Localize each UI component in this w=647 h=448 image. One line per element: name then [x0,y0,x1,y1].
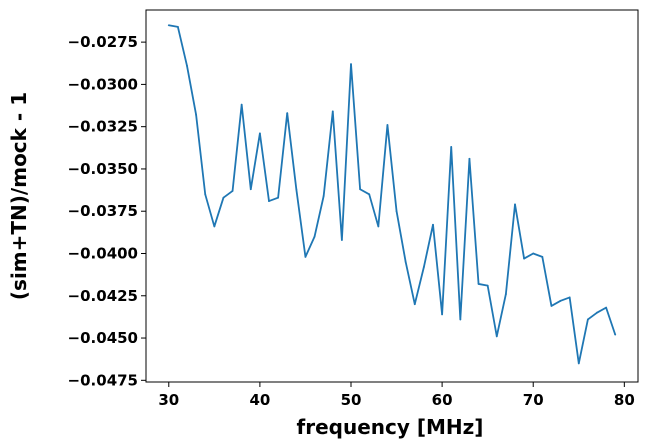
y-tick-label: −0.0425 [68,287,138,305]
y-tick-label: −0.0275 [68,33,138,51]
data-point [422,266,425,268]
data-point [614,333,617,336]
data-point [532,252,535,255]
y-tick-label: −0.0350 [68,160,138,178]
series-layer [167,24,617,365]
data-point [486,284,489,287]
data-point [450,146,453,148]
data-point [577,362,580,365]
data-point [249,188,252,191]
data-point [514,203,516,206]
x-tick-label: 80 [614,391,635,409]
data-point [386,124,389,126]
y-axis-title: (sim+TN)/mock - 1 [7,92,31,300]
x-axis-ticks: 30 40 50 60 70 80 [158,382,635,409]
data-point [495,335,498,338]
data-point [413,303,416,306]
data-point [441,313,444,316]
data-point [186,64,188,67]
y-tick-label: −0.0300 [68,75,138,93]
data-point [459,318,462,321]
data-point [523,257,526,260]
x-tick-label: 30 [158,391,179,409]
data-point [541,255,544,258]
data-point [568,296,571,299]
x-tick-label: 60 [432,391,453,409]
x-tick-label: 40 [249,391,270,409]
data-point [258,132,261,135]
x-axis-title: frequency [MHz] [297,415,484,439]
y-tick-label: −0.0400 [68,244,138,262]
data-point [176,26,179,28]
data-point [204,193,207,196]
data-point [468,157,471,160]
data-point [605,306,608,309]
data-point [368,193,371,196]
data-point [340,239,343,241]
x-tick-label: 50 [341,391,362,409]
data-point [586,318,589,321]
data-point [286,112,289,115]
y-tick-label: −0.0475 [68,371,138,389]
data-point [550,305,553,307]
data-point [277,196,280,199]
data-point [195,113,198,116]
data-point [559,299,562,302]
data-point [404,261,407,263]
series-line [168,24,617,365]
data-point [240,103,243,106]
y-tick-label: −0.0450 [68,329,138,347]
data-point [313,235,316,238]
data-point [596,311,598,314]
data-point [295,188,298,191]
data-point [477,283,480,285]
y-tick-label: −0.0375 [68,202,138,220]
data-point [231,190,234,192]
x-tick-label: 70 [523,391,544,409]
data-point [167,24,170,27]
data-point [213,225,216,228]
data-point [350,63,352,66]
data-point [331,110,334,113]
data-point [322,195,325,197]
data-point [377,225,380,228]
data-point [222,196,225,199]
data-point [268,200,270,202]
data-point [359,188,362,191]
data-point [432,223,434,226]
plot-area-frame [145,9,639,383]
y-tick-label: −0.0325 [68,118,138,136]
y-axis-ticks: −0.0475 −0.0450 −0.0425 −0.0400 −0.0375 −0.03… [68,33,146,389]
data-point [395,210,398,213]
data-point [504,293,507,295]
data-point [304,255,307,258]
